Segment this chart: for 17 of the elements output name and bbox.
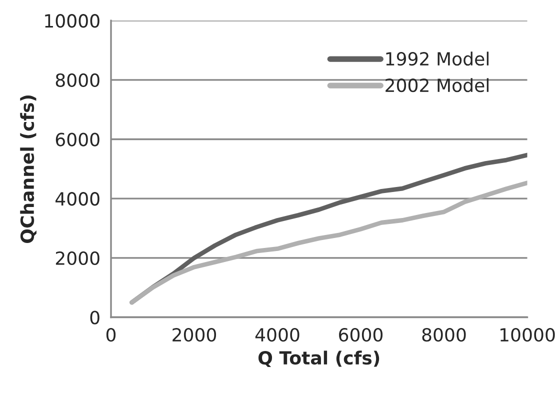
y-axis-title: QChannel (cfs) — [20, 96, 36, 243]
y-tick-label: 0 — [90, 310, 100, 324]
y-tick-label: 6000 — [56, 132, 100, 146]
line-series — [130, 180, 528, 305]
y-tick-label: 4000 — [56, 192, 100, 206]
x-tick-label: 4000 — [255, 328, 300, 342]
y-tick-label: 2000 — [56, 251, 100, 266]
legend-label: 1992 Model — [386, 52, 488, 66]
x-tick-label: 6000 — [339, 328, 383, 342]
x-tick-label: 0 — [106, 328, 116, 342]
legend-label: 2002 Model — [386, 78, 488, 92]
y-tick-label: 10000 — [45, 14, 100, 28]
x-tick-label: 10000 — [500, 328, 555, 342]
x-tick-label: 8000 — [422, 328, 466, 342]
x-tick-label: 2000 — [172, 328, 216, 342]
x-axis-title: Q Total (cfs) — [258, 350, 380, 368]
y-tick-label: 8000 — [56, 73, 100, 88]
